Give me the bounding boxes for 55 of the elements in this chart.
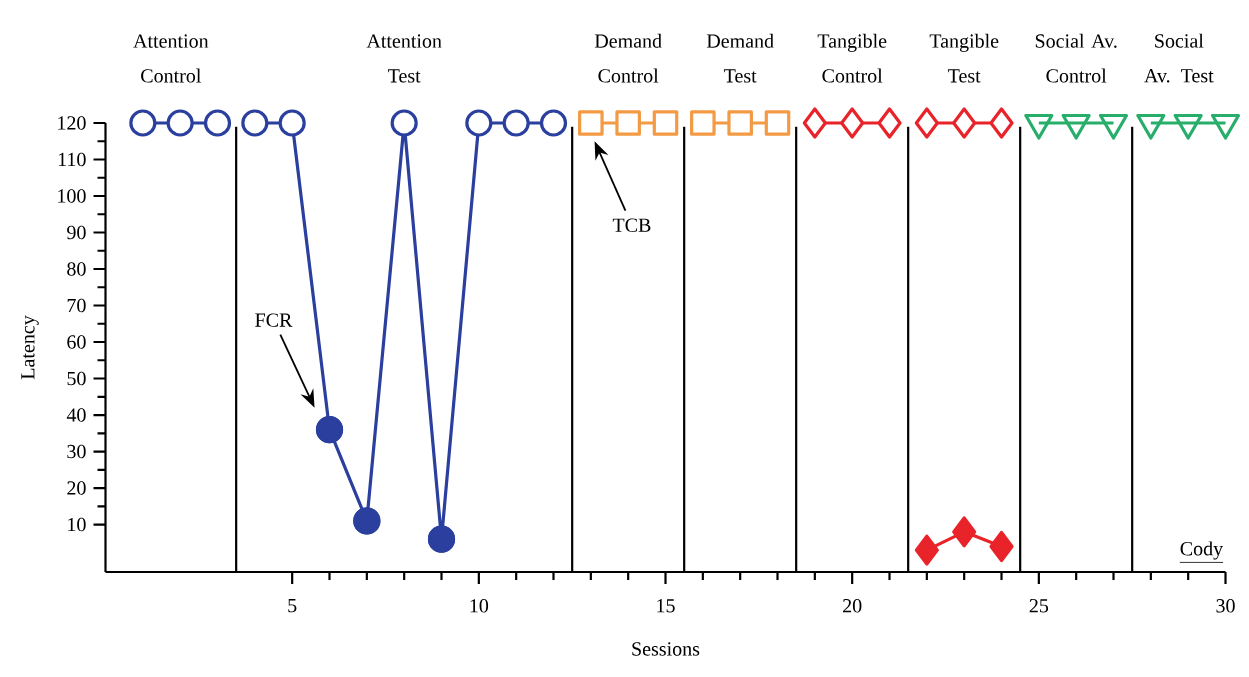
point — [840, 107, 865, 139]
y-tick-label: 40 — [66, 408, 86, 422]
point — [129, 109, 157, 137]
text: Tangible Control — [817, 33, 887, 83]
point — [877, 107, 902, 139]
point — [690, 110, 716, 136]
y-tick-label: 30 — [67, 444, 86, 459]
point — [390, 109, 418, 137]
x-tick-label: 5 — [288, 599, 297, 613]
y-tick-label: 60 — [67, 335, 86, 349]
point — [727, 110, 753, 136]
text: Attention Test — [366, 34, 442, 83]
y-tick-label: 20 — [67, 481, 86, 495]
y-tick-label: 90 — [67, 225, 86, 240]
y-tick-label: 120 — [58, 116, 86, 130]
x-tick-label: 15 — [657, 599, 675, 613]
y-tick-label: 50 — [67, 371, 86, 386]
point — [989, 530, 1014, 563]
point — [278, 109, 306, 137]
point — [952, 516, 977, 548]
text: Attention Control — [133, 34, 209, 83]
text: Tangible Test — [929, 33, 999, 83]
text: Demand Test — [706, 33, 774, 83]
point — [914, 107, 939, 139]
y-tick-label: 110 — [58, 152, 86, 167]
x-axis-title: Sessions — [632, 642, 700, 656]
y-axis-title: Latency — [21, 315, 39, 380]
x-tick-label: 25 — [1029, 599, 1049, 613]
annotation: Cody — [1180, 541, 1224, 560]
x-tick-label: 20 — [843, 599, 862, 613]
point — [764, 110, 791, 136]
x-tick-label: 10 — [470, 599, 489, 613]
point — [615, 110, 641, 136]
point — [465, 109, 493, 137]
point — [802, 107, 827, 139]
point — [652, 110, 679, 136]
point — [989, 107, 1014, 139]
point — [952, 107, 977, 139]
text: Social Av. Control — [1035, 33, 1117, 83]
y-tick-label: 100 — [58, 189, 86, 203]
y-tick-label: 80 — [67, 262, 86, 276]
x-tick-label: 30 — [1216, 599, 1235, 613]
point — [203, 109, 232, 137]
point — [502, 109, 530, 137]
text: Social Av. Test — [1144, 33, 1214, 83]
annotation: TCB — [612, 218, 651, 232]
point — [539, 109, 568, 137]
y-tick-label: 70 — [67, 298, 86, 313]
point — [914, 534, 939, 566]
point — [166, 109, 194, 137]
annotation: FCR — [255, 313, 293, 327]
point — [578, 110, 604, 136]
text: Demand Control — [594, 33, 662, 83]
y-tick-label: 10 — [68, 517, 86, 532]
point — [241, 109, 269, 137]
